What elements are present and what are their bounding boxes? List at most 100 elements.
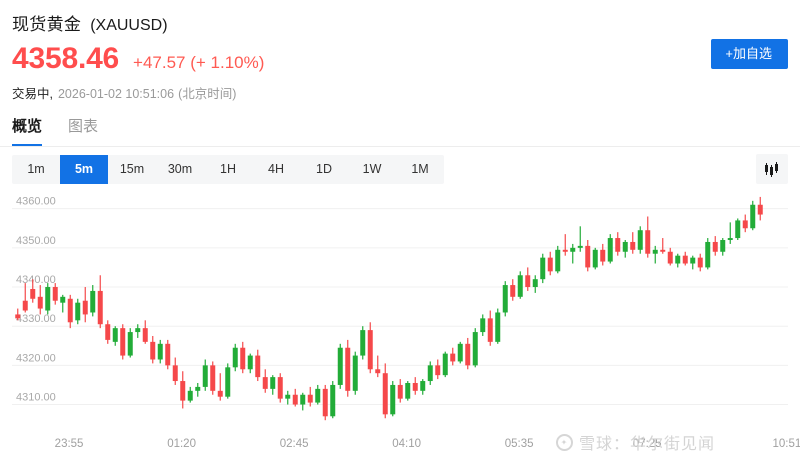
- candle: [150, 335, 156, 364]
- chart-type-button[interactable]: [756, 154, 788, 184]
- last-price: 4358.46: [12, 42, 120, 75]
- candle: [450, 347, 456, 366]
- timeframe-1w[interactable]: 1W: [362, 162, 382, 176]
- candle: [210, 361, 216, 395]
- candle: [690, 255, 696, 270]
- timeframe-15m[interactable]: 15m: [119, 162, 145, 176]
- candle: [157, 339, 163, 364]
- candle: [600, 243, 606, 266]
- candle: [330, 381, 336, 419]
- price-change: +47.57 (+ 1.10%): [133, 53, 265, 72]
- timeframe-1h[interactable]: 1H: [220, 162, 236, 176]
- candle: [525, 267, 531, 291]
- chart-x-axis: 23:55 01:20 02:45 04:10 05:35 07:25 10:51: [12, 434, 800, 456]
- y-tick-label: 4320.00: [16, 352, 56, 364]
- timeframe-group: 1m 5m 15m 30m 1H 4H 1D 1W 1M: [12, 155, 444, 184]
- candle: [232, 343, 238, 372]
- candle: [675, 253, 681, 268]
- candle: [405, 381, 411, 401]
- candle: [472, 328, 478, 368]
- candle: [270, 375, 276, 395]
- price-line: 4358.46 +47.57 (+ 1.10%): [12, 42, 264, 76]
- candle: [127, 328, 133, 358]
- candle: [645, 216, 651, 258]
- candle: [285, 390, 291, 405]
- timeframe-1m[interactable]: 1m: [27, 162, 45, 176]
- candlestick-chart-svg: 4360.00 4350.00 4340.00 4330.00 4320.00 4310.…: [12, 193, 788, 430]
- price-chart[interactable]: 4360.00 4350.00 4340.00 4330.00 4320.00 4310.…: [12, 193, 788, 430]
- y-tick-label: 4330.00: [16, 313, 56, 325]
- symbol-line: 现货黄金 (XAUUSD): [12, 10, 168, 35]
- candle: [352, 351, 358, 395]
- candle: [112, 326, 118, 346]
- candle: [337, 343, 343, 389]
- candle: [742, 214, 748, 233]
- candle: [37, 285, 43, 315]
- candle: [135, 324, 141, 338]
- candle: [52, 283, 58, 305]
- candle: [60, 294, 66, 313]
- candle: [375, 355, 381, 378]
- candle: [180, 371, 186, 409]
- candle: [570, 243, 576, 264]
- y-tick-label: 4350.00: [16, 235, 56, 247]
- tab-overview[interactable]: 概览: [12, 115, 43, 146]
- candle: [172, 357, 178, 385]
- candle: [165, 339, 171, 370]
- candle: [15, 308, 21, 321]
- candle: [262, 369, 268, 393]
- candle: [502, 281, 508, 317]
- timeframe-5m[interactable]: 5m: [60, 155, 108, 184]
- candle: [397, 379, 403, 403]
- candle: [67, 294, 73, 329]
- candle: [607, 234, 613, 264]
- x-tick-label: 01:20: [167, 438, 196, 450]
- candle: [705, 238, 711, 270]
- candle: [45, 283, 51, 315]
- candle: [90, 285, 96, 317]
- timeframe-1M[interactable]: 1M: [411, 162, 429, 176]
- timeframe-bar: 1m 5m 15m 30m 1H 4H 1D 1W 1M: [12, 154, 788, 185]
- candle: [255, 349, 261, 382]
- candle: [495, 308, 501, 344]
- candle: [510, 279, 516, 301]
- candle: [30, 279, 36, 303]
- add-to-watchlist-button[interactable]: +加自选: [711, 39, 788, 69]
- candle: [592, 247, 598, 270]
- timeframe-1d[interactable]: 1D: [316, 162, 332, 176]
- candlestick-icon: [765, 162, 778, 177]
- tab-chart[interactable]: 图表: [68, 118, 99, 135]
- candle: [247, 353, 253, 374]
- candle: [697, 253, 703, 272]
- candle: [555, 245, 561, 274]
- x-tick-label: 23:55: [54, 438, 84, 450]
- candle: [735, 218, 741, 241]
- candle: [480, 314, 486, 336]
- candle: [750, 200, 756, 231]
- candle: [757, 196, 763, 221]
- candle: [637, 226, 643, 254]
- candle: [532, 275, 538, 293]
- x-tick-label: 02:45: [279, 438, 309, 450]
- candle: [435, 359, 441, 380]
- candle: [457, 341, 463, 364]
- candle: [652, 245, 658, 264]
- candle: [315, 384, 321, 405]
- candle: [585, 240, 591, 272]
- candle: [195, 382, 201, 397]
- candle: [517, 271, 523, 299]
- candle: [562, 234, 568, 256]
- candle: [240, 341, 246, 374]
- candle: [390, 381, 396, 417]
- y-tick-label: 4360.00: [16, 196, 56, 208]
- market-status: 交易中,: [12, 87, 53, 101]
- symbol-name: 现货黄金: [12, 15, 82, 34]
- timeframe-30m[interactable]: 30m: [167, 162, 193, 176]
- candle: [292, 388, 298, 407]
- candle: [630, 232, 636, 254]
- timeframe-4h[interactable]: 4H: [268, 162, 284, 176]
- candle: [307, 386, 313, 407]
- candle: [187, 386, 193, 403]
- candle: [22, 283, 28, 313]
